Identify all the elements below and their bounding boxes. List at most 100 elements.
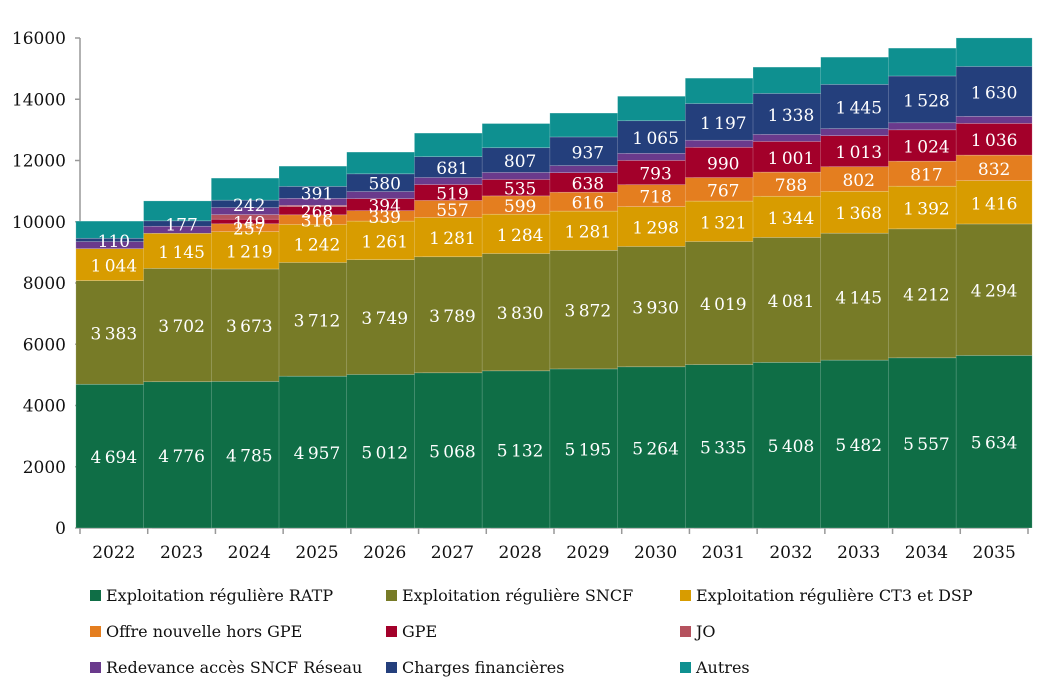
x-tick-label: 2023 xyxy=(160,543,203,563)
data-label: 5 132 xyxy=(497,441,544,461)
data-label: 5 195 xyxy=(565,440,612,460)
bar-segment xyxy=(888,228,965,359)
legend-swatch xyxy=(90,662,101,673)
data-label: 4 294 xyxy=(971,282,1018,302)
data-label: 1 284 xyxy=(497,226,544,246)
bar-segment xyxy=(278,262,356,377)
x-tick-label: 2031 xyxy=(702,543,745,563)
data-label: 519 xyxy=(436,185,468,205)
data-label: 535 xyxy=(504,180,536,200)
bar-segment xyxy=(955,154,1033,181)
data-label: 1 145 xyxy=(158,243,205,263)
x-tick-label: 2033 xyxy=(837,543,880,563)
x-tick-label: 2026 xyxy=(363,543,406,563)
legend-item: Exploitation régulière CT3 et DSP xyxy=(680,586,973,605)
y-tick-label: 16000 xyxy=(12,29,66,49)
bar-segment xyxy=(481,253,559,372)
data-label: 1 368 xyxy=(835,204,882,224)
bar-segment xyxy=(684,200,762,242)
bar-segment xyxy=(346,374,424,529)
data-label: 3 712 xyxy=(294,311,341,331)
data-label: 391 xyxy=(301,184,333,204)
data-label: 3 702 xyxy=(158,317,205,337)
data-label: 1 001 xyxy=(768,149,815,169)
bar-segment xyxy=(617,366,694,529)
bar-segment xyxy=(210,381,288,529)
x-tick-label: 2027 xyxy=(431,543,474,563)
data-label: 394 xyxy=(368,197,400,217)
bar-segment xyxy=(75,248,153,281)
y-tick-label: 4000 xyxy=(23,397,66,417)
data-label: 268 xyxy=(301,203,333,223)
bar-segment xyxy=(346,151,424,175)
data-labels: 4 694 3 383 1 044 110 4 776 3 702 1 145 177 4 78… xyxy=(91,83,1018,468)
x-tick-label: 2022 xyxy=(92,543,135,563)
bar-segment xyxy=(278,375,356,529)
legend-item: Exploitation régulière SNCF xyxy=(386,586,633,605)
data-label: 3 830 xyxy=(497,304,544,324)
bar-segment xyxy=(684,364,762,529)
bar-segment xyxy=(549,165,627,173)
bar-segment xyxy=(617,120,694,154)
bar-segment xyxy=(752,134,830,142)
bar-segment xyxy=(888,47,965,77)
bar-segment xyxy=(549,112,627,138)
legend-label: JO xyxy=(696,622,716,641)
legend-label: Exploitation régulière RATP xyxy=(106,586,334,605)
legend-label: Exploitation régulière CT3 et DSP xyxy=(696,586,973,605)
data-label: 4 776 xyxy=(158,447,205,467)
data-label: 1 416 xyxy=(971,194,1018,214)
bar-segment xyxy=(820,359,898,529)
bar-segment xyxy=(955,123,1033,156)
legend-label: Redevance accès SNCF Réseau xyxy=(106,658,363,677)
bar-segment xyxy=(481,213,559,254)
legend-swatch xyxy=(680,626,691,637)
legend-item: GPE xyxy=(386,622,437,641)
data-label: 5 012 xyxy=(361,443,408,463)
y-tick-label: 12000 xyxy=(12,152,66,172)
bar-segment xyxy=(820,56,898,85)
y-tick-label: 0 xyxy=(55,519,66,539)
legend-swatch xyxy=(386,626,397,637)
data-label: 767 xyxy=(707,181,739,201)
y-tick-label: 8000 xyxy=(23,274,66,294)
data-label: 1 298 xyxy=(632,219,679,239)
data-label: 1 445 xyxy=(835,99,882,119)
x-tick-label: 2035 xyxy=(973,543,1016,563)
data-label: 616 xyxy=(572,194,604,214)
bar-segment xyxy=(955,180,1033,225)
data-label: 817 xyxy=(910,166,942,186)
bar-segment xyxy=(143,268,220,383)
data-label: 1 036 xyxy=(971,131,1018,151)
data-label: 807 xyxy=(504,152,536,172)
bar-segment xyxy=(481,370,559,529)
x-tick-label: 2029 xyxy=(566,543,609,563)
y-tick-label: 10000 xyxy=(12,213,66,233)
data-label: 3 930 xyxy=(632,299,679,319)
x-tick-label: 2028 xyxy=(499,543,542,563)
bar-segment xyxy=(955,223,1033,356)
data-label: 793 xyxy=(639,165,671,185)
legend-item: JO xyxy=(680,622,716,641)
bar-segment xyxy=(143,381,220,529)
data-label: 1 013 xyxy=(835,143,882,163)
bar-segment xyxy=(888,129,965,162)
bar-segment xyxy=(820,84,898,129)
data-label: 1 338 xyxy=(768,106,815,126)
y-tick-label: 2000 xyxy=(23,458,66,478)
data-label: 990 xyxy=(707,154,739,174)
data-label: 1 197 xyxy=(700,114,747,134)
bar-segment xyxy=(481,147,559,173)
data-label: 4 145 xyxy=(835,289,882,309)
data-label: 5 557 xyxy=(903,435,950,455)
bar-segment xyxy=(210,231,288,270)
bar-segment xyxy=(414,372,491,529)
x-tick-label: 2024 xyxy=(228,543,271,563)
bar-segment xyxy=(955,355,1033,529)
legend-swatch xyxy=(386,662,397,673)
bar-segment xyxy=(888,357,965,529)
x-tick-label: 2034 xyxy=(905,543,948,563)
data-label: 1 321 xyxy=(700,213,747,233)
data-label: 1 281 xyxy=(429,229,476,249)
data-label: 4 957 xyxy=(294,444,341,464)
